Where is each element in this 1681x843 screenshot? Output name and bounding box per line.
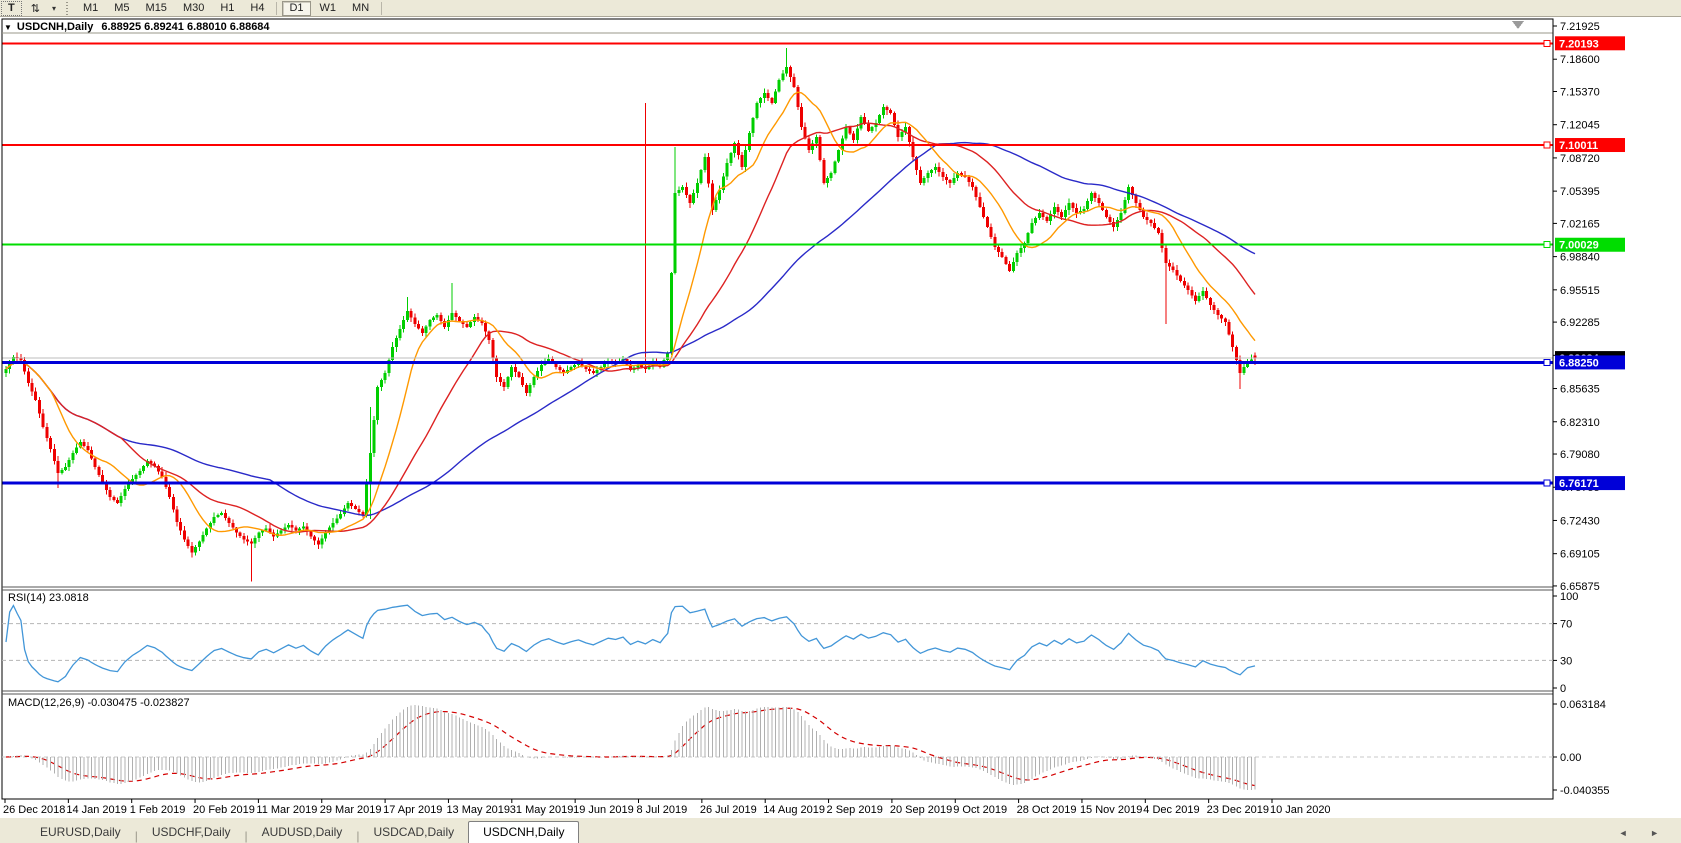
timeframe-group-2: D1 W1 MN	[281, 0, 377, 16]
macd-pane: 0.063184 0.00 -0.040355	[2, 699, 1610, 797]
chart-ohlc-values: 6.88925 6.89241 6.88010 6.88684	[101, 21, 270, 33]
tab-separator: |	[244, 829, 248, 843]
timeframe-button-h1[interactable]: H1	[220, 2, 235, 14]
tab-separator: |	[356, 829, 360, 843]
svg-text:8 Jul 2019: 8 Jul 2019	[637, 804, 688, 816]
chart-tab-usdcad[interactable]: USDCAD,Daily	[373, 825, 455, 839]
svg-text:7.02165: 7.02165	[1560, 218, 1600, 230]
svg-text:7.05395: 7.05395	[1560, 186, 1600, 198]
svg-text:13 May 2019: 13 May 2019	[446, 804, 510, 816]
svg-text:7.18600: 7.18600	[1560, 54, 1600, 66]
chart-tab-audusd[interactable]: AUDUSD,Daily	[261, 825, 343, 839]
svg-text:14 Aug 2019: 14 Aug 2019	[763, 804, 825, 816]
chart-canvas[interactable]: 7.21925 7.18600 7.15370 7.12045 7.08720 7.053…	[0, 0, 1681, 820]
svg-text:6.98840: 6.98840	[1560, 252, 1600, 264]
indicator-arrows-icon[interactable]: ⇅	[30, 2, 40, 15]
tab-scroll-left-icon[interactable]: ◄	[1618, 828, 1638, 838]
timeframe-button-m15[interactable]: M15	[145, 2, 167, 14]
svg-text:6.65875: 6.65875	[1560, 581, 1600, 593]
toolbar-separator	[381, 1, 383, 15]
tab-separator: |	[134, 829, 138, 843]
moving-averages	[5, 91, 1256, 537]
svg-text:6.76171: 6.76171	[1559, 478, 1599, 490]
svg-text:4 Dec 2019: 4 Dec 2019	[1143, 804, 1199, 816]
svg-text:26 Dec 2018: 26 Dec 2018	[3, 804, 65, 816]
svg-text:26 Jul 2019: 26 Jul 2019	[700, 804, 757, 816]
timeframe-button-mn[interactable]: MN	[352, 2, 370, 14]
svg-text:30: 30	[1560, 655, 1572, 667]
svg-text:7.08720: 7.08720	[1560, 153, 1600, 165]
svg-text:2 Sep 2019: 2 Sep 2019	[827, 804, 883, 816]
rsi-label: RSI(14) 23.0818	[8, 592, 89, 604]
pane-frames	[1, 18, 1554, 800]
svg-text:100: 100	[1560, 591, 1578, 603]
svg-text:7.21925: 7.21925	[1560, 21, 1600, 33]
svg-text:20 Sep 2019: 20 Sep 2019	[890, 804, 952, 816]
macd-label: MACD(12,26,9) -0.030475 -0.023827	[8, 697, 190, 709]
svg-text:31 May 2019: 31 May 2019	[510, 804, 574, 816]
timeframe-button-d1[interactable]: D1	[282, 0, 311, 16]
svg-text:70: 70	[1560, 619, 1572, 631]
svg-text:7.00029: 7.00029	[1559, 240, 1599, 252]
svg-text:9 Oct 2019: 9 Oct 2019	[953, 804, 1007, 816]
tab-scroll-arrows: ◄ ►	[1619, 828, 1669, 843]
timeframe-button-w1[interactable]: W1	[319, 2, 337, 14]
svg-text:10 Jan 2020: 10 Jan 2020	[1270, 804, 1331, 816]
chevron-down-icon[interactable]: ▾	[51, 3, 56, 13]
svg-text:6.82310: 6.82310	[1560, 417, 1600, 429]
svg-text:23 Dec 2019: 23 Dec 2019	[1207, 804, 1269, 816]
toolbar-separator	[276, 1, 278, 15]
svg-text:7.12045: 7.12045	[1560, 120, 1600, 132]
rsi-pane: 100 70 30 0	[2, 591, 1578, 695]
date-axis: 26 Dec 2018 14 Jan 2019 1 Feb 2019 20 Feb 2…	[3, 799, 1331, 816]
tab-scroll-right-icon[interactable]: ►	[1650, 828, 1669, 838]
svg-text:6.69105: 6.69105	[1560, 549, 1600, 561]
chart-tab-usdchf[interactable]: USDCHF,Daily	[151, 825, 231, 839]
svg-text:17 Apr 2019: 17 Apr 2019	[383, 804, 442, 816]
toolbar: T ⇅ ▾ M1 M5 M15 M30 H1 H4 D1 W1 MN	[0, 0, 1681, 17]
timeframe-button-m30[interactable]: M30	[182, 2, 205, 14]
svg-text:6.85635: 6.85635	[1560, 384, 1600, 396]
svg-text:6.92285: 6.92285	[1560, 317, 1600, 329]
svg-text:11 Mar 2019: 11 Mar 2019	[256, 804, 317, 816]
price-axis: 7.21925 7.18600 7.15370 7.12045 7.08720 7.053…	[1553, 21, 1625, 593]
chevron-down-icon[interactable]: ▼	[4, 22, 12, 32]
svg-text:-0.040355: -0.040355	[1560, 785, 1610, 797]
svg-text:0.00: 0.00	[1560, 752, 1581, 764]
chart-tab-eurusd[interactable]: EURUSD,Daily	[40, 825, 121, 839]
svg-text:6.95515: 6.95515	[1560, 285, 1600, 297]
chart-tab-usdcnh[interactable]: USDCNH,Daily	[468, 821, 580, 843]
timeframe-button-m5[interactable]: M5	[114, 2, 130, 14]
svg-text:0.063184: 0.063184	[1560, 699, 1606, 711]
svg-text:6.79080: 6.79080	[1560, 449, 1600, 461]
svg-text:20 Feb 2019: 20 Feb 2019	[193, 804, 255, 816]
svg-text:28 Oct 2019: 28 Oct 2019	[1017, 804, 1077, 816]
svg-text:7.10011: 7.10011	[1559, 140, 1598, 152]
svg-text:14 Jan 2019: 14 Jan 2019	[66, 804, 127, 816]
chart-symbol-label: USDCNH,Daily	[16, 21, 94, 33]
text-tool-button[interactable]: T	[1, 0, 22, 16]
svg-text:6.88250: 6.88250	[1559, 357, 1599, 369]
toolbar-grip	[65, 1, 71, 15]
timeframe-button-m1[interactable]: M1	[82, 2, 99, 14]
timeframe-group: M1 M5 M15 M30 H1 H4	[75, 1, 273, 16]
chart-tabbar: EURUSD,Daily | USDCHF,Daily | AUDUSD,Daily | U…	[0, 820, 1681, 843]
svg-text:7.20193: 7.20193	[1559, 38, 1599, 50]
svg-text:29 Mar 2019: 29 Mar 2019	[320, 804, 382, 816]
svg-text:19 Jun 2019: 19 Jun 2019	[573, 804, 634, 816]
svg-text:1 Feb 2019: 1 Feb 2019	[130, 804, 186, 816]
chart-title: ▼ USDCNH,Daily 6.88925 6.89241 6.88010 6…	[4, 21, 270, 33]
svg-text:15 Nov 2019: 15 Nov 2019	[1080, 804, 1142, 816]
macd-histogram	[9, 705, 1256, 790]
svg-text:0: 0	[1560, 683, 1566, 695]
timeframe-button-h4[interactable]: H4	[250, 2, 265, 14]
horizontal-level-lines	[2, 39, 1553, 487]
svg-text:6.72430: 6.72430	[1560, 515, 1600, 527]
svg-text:7.15370: 7.15370	[1560, 86, 1600, 98]
